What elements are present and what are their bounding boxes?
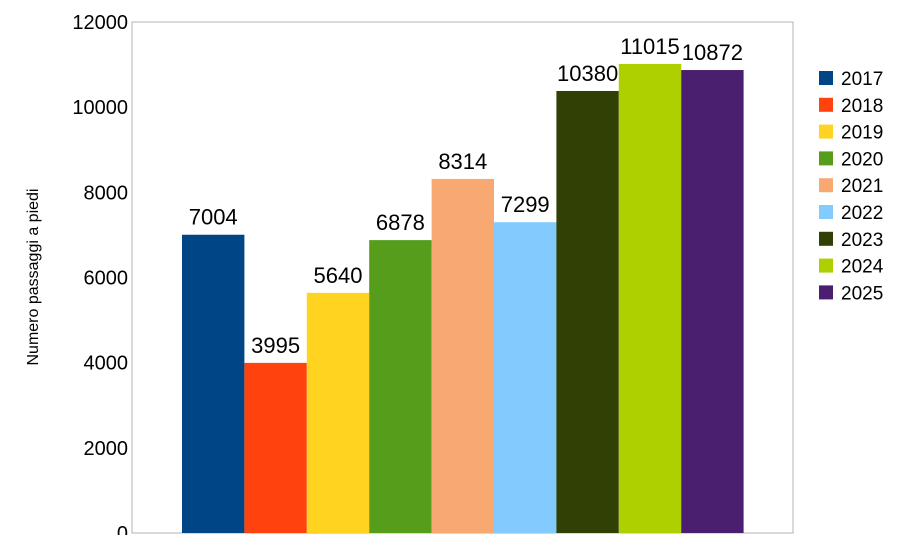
y-tick-label: 2000 <box>84 438 129 460</box>
legend-label: 2021 <box>841 176 883 197</box>
legend-item-2020: 2020 <box>819 149 883 170</box>
legend-label: 2022 <box>841 203 883 224</box>
bar-2025 <box>681 70 744 533</box>
y-tick-label: 10000 <box>72 97 128 119</box>
legend-swatch <box>819 71 833 85</box>
y-tick-label: 12000 <box>72 12 128 34</box>
bar-2022 <box>494 222 557 533</box>
legend-label: 2019 <box>841 123 883 144</box>
data-label-2020: 6878 <box>376 210 425 235</box>
legend-label: 2023 <box>841 230 883 251</box>
data-label-2021: 8314 <box>438 149 487 174</box>
legend-item-2025: 2025 <box>819 283 883 304</box>
y-tick-label: 4000 <box>84 353 129 375</box>
legend-item-2023: 2023 <box>819 230 883 251</box>
legend-swatch <box>819 205 833 219</box>
y-tick-label: 8000 <box>84 182 129 204</box>
data-label-2023: 10380 <box>557 61 618 86</box>
data-label-2017: 7004 <box>189 205 238 230</box>
legend-item-2022: 2022 <box>819 203 883 224</box>
legend-item-2018: 2018 <box>819 96 883 117</box>
y-tick-label: 6000 <box>84 268 129 290</box>
y-tick-label: 0 <box>117 523 128 535</box>
legend-label: 2020 <box>841 149 883 170</box>
legend-label: 2024 <box>841 257 884 278</box>
bar-2021 <box>431 178 494 534</box>
data-label-2022: 7299 <box>501 192 550 217</box>
bar-2017 <box>182 234 245 533</box>
legend-swatch <box>819 151 833 166</box>
legend-label: 2017 <box>841 69 883 90</box>
bar-2023 <box>556 90 619 534</box>
legend-item-2021: 2021 <box>819 176 883 197</box>
bar-2020 <box>369 240 432 534</box>
legend-label: 2025 <box>841 283 883 304</box>
bar-2018 <box>244 362 307 533</box>
bar-2019 <box>306 292 370 533</box>
legend-swatch <box>819 97 833 112</box>
y-axis-title: Numero passaggi a piedi <box>25 189 42 366</box>
legend-item-2024: 2024 <box>819 257 884 278</box>
legend-label: 2018 <box>841 96 883 117</box>
data-label-2019: 5640 <box>314 263 363 288</box>
legend-item-2017: 2017 <box>819 69 883 90</box>
legend-item-2019: 2019 <box>819 123 883 144</box>
legend-swatch <box>819 124 833 139</box>
data-label-2018: 3995 <box>251 333 300 358</box>
legend-swatch <box>819 285 833 300</box>
legend-swatch <box>819 231 833 246</box>
legend-swatch <box>819 178 833 193</box>
data-label-2024: 11015 <box>620 34 680 59</box>
legend-swatch <box>819 258 833 273</box>
data-label-2025: 10872 <box>682 40 743 65</box>
bar-2024 <box>618 63 682 534</box>
